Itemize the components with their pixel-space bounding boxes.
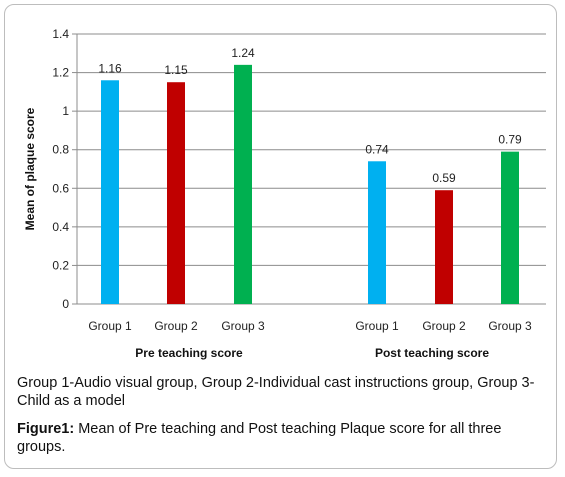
y-tick-label: 0.4 [52, 220, 69, 234]
figure-frame [4, 4, 557, 469]
y-tick-label: 1 [62, 104, 69, 118]
x-category-label: Group 1 [355, 319, 399, 333]
data-label: 0.59 [432, 171, 456, 185]
y-tick-label: 0 [62, 297, 69, 311]
x-category-label: Group 1 [88, 319, 132, 333]
bar [167, 82, 185, 304]
figure-label: Figure1: [17, 421, 75, 437]
bar [101, 80, 119, 305]
bar [234, 64, 252, 304]
x-category-label: Group 2 [422, 319, 466, 333]
bar [501, 151, 519, 304]
y-tick-label: 0.6 [52, 181, 69, 195]
data-label: 0.74 [365, 142, 389, 156]
bar [368, 161, 386, 304]
x-category-label: Group 3 [488, 319, 532, 333]
bar-chart: 0 0.2 0.4 0.6 0.8 1 1.2 1.4 Mean of plaque score… [23, 27, 546, 360]
group-legend-note: Group 1-Audio visual group, Group 2-Indi… [17, 375, 535, 409]
x-category-label: Group 3 [221, 319, 265, 333]
bar [435, 190, 453, 304]
data-label: 1.15 [164, 63, 188, 77]
data-label: 0.79 [498, 133, 522, 147]
x-group-label: Pre teaching score [135, 346, 243, 360]
y-tick-label: 1.2 [52, 66, 69, 80]
y-tick-label: 0.2 [52, 258, 69, 272]
data-label: 1.16 [98, 61, 122, 75]
x-category-label: Group 2 [154, 319, 198, 333]
x-group-label: Post teaching score [375, 346, 489, 360]
figure-caption-text: Mean of Pre teaching and Post teaching P… [17, 421, 502, 455]
y-tick-label: 1.4 [52, 27, 69, 41]
y-tick-label: 0.8 [52, 143, 69, 157]
figure-caption: Figure1: Mean of Pre teaching and Post t… [17, 420, 552, 456]
y-axis-label: Mean of plaque score [23, 107, 37, 230]
data-label: 1.24 [231, 46, 255, 60]
